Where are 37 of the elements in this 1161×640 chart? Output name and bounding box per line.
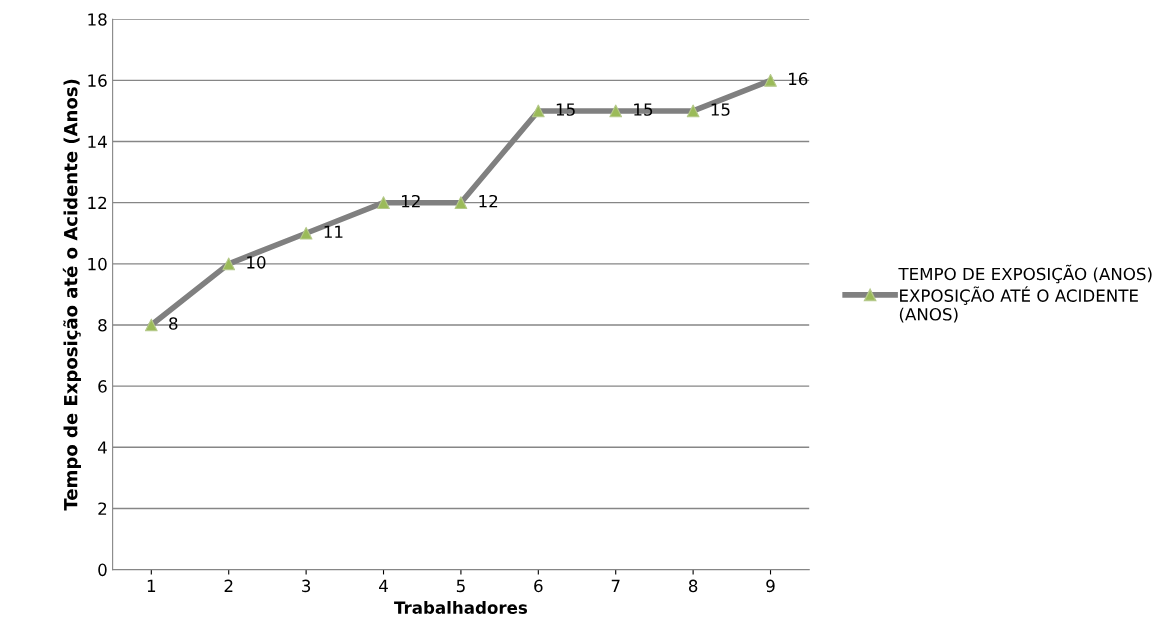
point — [377, 196, 390, 210]
y-tick-label: 18 — [88, 13, 107, 26]
data-label: 10 — [247, 256, 266, 269]
x-tick-label: 3 — [302, 579, 311, 593]
x-tick-label: 1 — [147, 579, 156, 592]
y-tick-label: 10 — [88, 257, 107, 271]
data-label: 11 — [324, 225, 343, 238]
point — [764, 73, 777, 87]
x-tick-label: 4 — [379, 579, 388, 592]
point — [454, 196, 468, 210]
point — [531, 104, 545, 118]
x-tick-label: 8 — [688, 579, 698, 593]
y-tick-label: 12 — [88, 196, 107, 209]
y-tick-label: 8 — [98, 318, 107, 332]
x-tick-label: 2 — [224, 579, 233, 592]
y-axis-title: Tempo de Exposição até o Acidente (Anos) — [62, 79, 81, 511]
data-label: 12 — [479, 194, 498, 208]
point — [609, 104, 623, 118]
x-tick-label: 6 — [534, 579, 543, 593]
point — [686, 104, 700, 118]
point — [144, 318, 158, 332]
point — [299, 226, 313, 240]
y-tick-label: 2 — [98, 502, 107, 515]
x-tick-label: 5 — [456, 579, 465, 593]
y-tick-label: 0 — [98, 563, 107, 577]
y-tick-label: 14 — [88, 135, 107, 148]
legend-label: TEMPO DE EXPOSIÇÃO (ANOS) EXPOSIÇÃO ATÉ O ACIDENTE (ANOS) — [898, 264, 1152, 323]
data-label: 16 — [789, 72, 808, 86]
y-tick-label: 6 — [98, 380, 107, 393]
x-tick-label: 7 — [611, 579, 620, 592]
y-tick-label: 16 — [88, 74, 107, 87]
y-tick-label: 4 — [97, 441, 107, 454]
x-tick-label: 9 — [766, 579, 775, 593]
point — [222, 257, 236, 271]
x-axis-title: Trabalhadores — [394, 601, 528, 614]
data-label: 15 — [711, 103, 730, 116]
data-label: 8 — [169, 317, 178, 330]
